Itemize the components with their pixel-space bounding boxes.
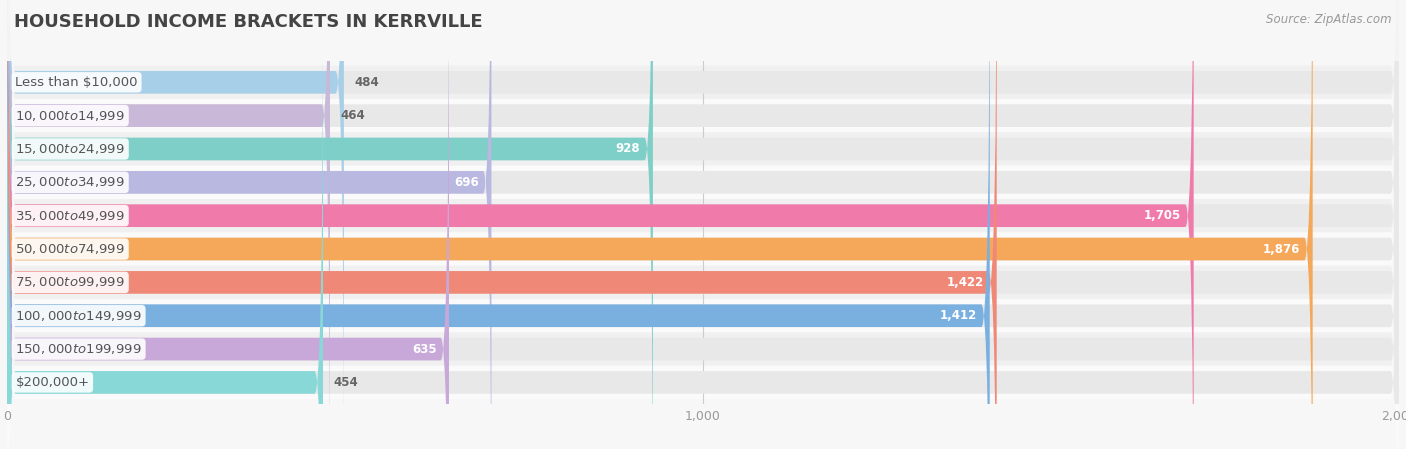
FancyBboxPatch shape: [7, 0, 1399, 449]
FancyBboxPatch shape: [7, 0, 344, 449]
Text: Less than $10,000: Less than $10,000: [15, 76, 138, 89]
Text: $50,000 to $74,999: $50,000 to $74,999: [15, 242, 125, 256]
Text: 1,876: 1,876: [1263, 242, 1301, 255]
Text: 464: 464: [340, 109, 366, 122]
Text: 1,412: 1,412: [941, 309, 977, 322]
Text: $15,000 to $24,999: $15,000 to $24,999: [15, 142, 125, 156]
FancyBboxPatch shape: [7, 0, 1399, 449]
Text: 1,705: 1,705: [1144, 209, 1181, 222]
FancyBboxPatch shape: [7, 0, 990, 449]
FancyBboxPatch shape: [7, 0, 323, 449]
FancyBboxPatch shape: [7, 0, 1194, 449]
FancyBboxPatch shape: [7, 0, 1313, 449]
Text: 928: 928: [616, 142, 640, 155]
Text: 696: 696: [454, 176, 479, 189]
FancyBboxPatch shape: [7, 0, 449, 449]
FancyBboxPatch shape: [7, 0, 1399, 449]
FancyBboxPatch shape: [7, 0, 1399, 449]
FancyBboxPatch shape: [7, 0, 1399, 449]
FancyBboxPatch shape: [7, 0, 492, 449]
Text: $150,000 to $199,999: $150,000 to $199,999: [15, 342, 142, 356]
Text: 1,422: 1,422: [946, 276, 984, 289]
Text: 484: 484: [354, 76, 380, 89]
FancyBboxPatch shape: [7, 0, 997, 449]
FancyBboxPatch shape: [7, 0, 1399, 449]
FancyBboxPatch shape: [7, 0, 1399, 449]
Text: $200,000+: $200,000+: [15, 376, 90, 389]
FancyBboxPatch shape: [7, 0, 330, 449]
Text: $35,000 to $49,999: $35,000 to $49,999: [15, 209, 125, 223]
FancyBboxPatch shape: [7, 0, 1399, 449]
FancyBboxPatch shape: [7, 0, 1399, 449]
FancyBboxPatch shape: [7, 0, 1399, 449]
FancyBboxPatch shape: [7, 0, 1399, 449]
FancyBboxPatch shape: [7, 0, 1399, 449]
FancyBboxPatch shape: [7, 0, 1399, 449]
Text: HOUSEHOLD INCOME BRACKETS IN KERRVILLE: HOUSEHOLD INCOME BRACKETS IN KERRVILLE: [14, 13, 482, 31]
FancyBboxPatch shape: [7, 0, 1399, 449]
FancyBboxPatch shape: [7, 0, 1399, 449]
Text: $100,000 to $149,999: $100,000 to $149,999: [15, 309, 142, 323]
FancyBboxPatch shape: [7, 0, 1399, 449]
FancyBboxPatch shape: [7, 0, 1399, 449]
Text: $10,000 to $14,999: $10,000 to $14,999: [15, 109, 125, 123]
Text: 635: 635: [412, 343, 436, 356]
Text: $75,000 to $99,999: $75,000 to $99,999: [15, 275, 125, 289]
FancyBboxPatch shape: [7, 0, 1399, 449]
FancyBboxPatch shape: [7, 0, 1399, 449]
Text: 454: 454: [333, 376, 359, 389]
FancyBboxPatch shape: [7, 0, 652, 449]
Text: $25,000 to $34,999: $25,000 to $34,999: [15, 176, 125, 189]
FancyBboxPatch shape: [7, 0, 1399, 449]
Text: Source: ZipAtlas.com: Source: ZipAtlas.com: [1267, 13, 1392, 26]
